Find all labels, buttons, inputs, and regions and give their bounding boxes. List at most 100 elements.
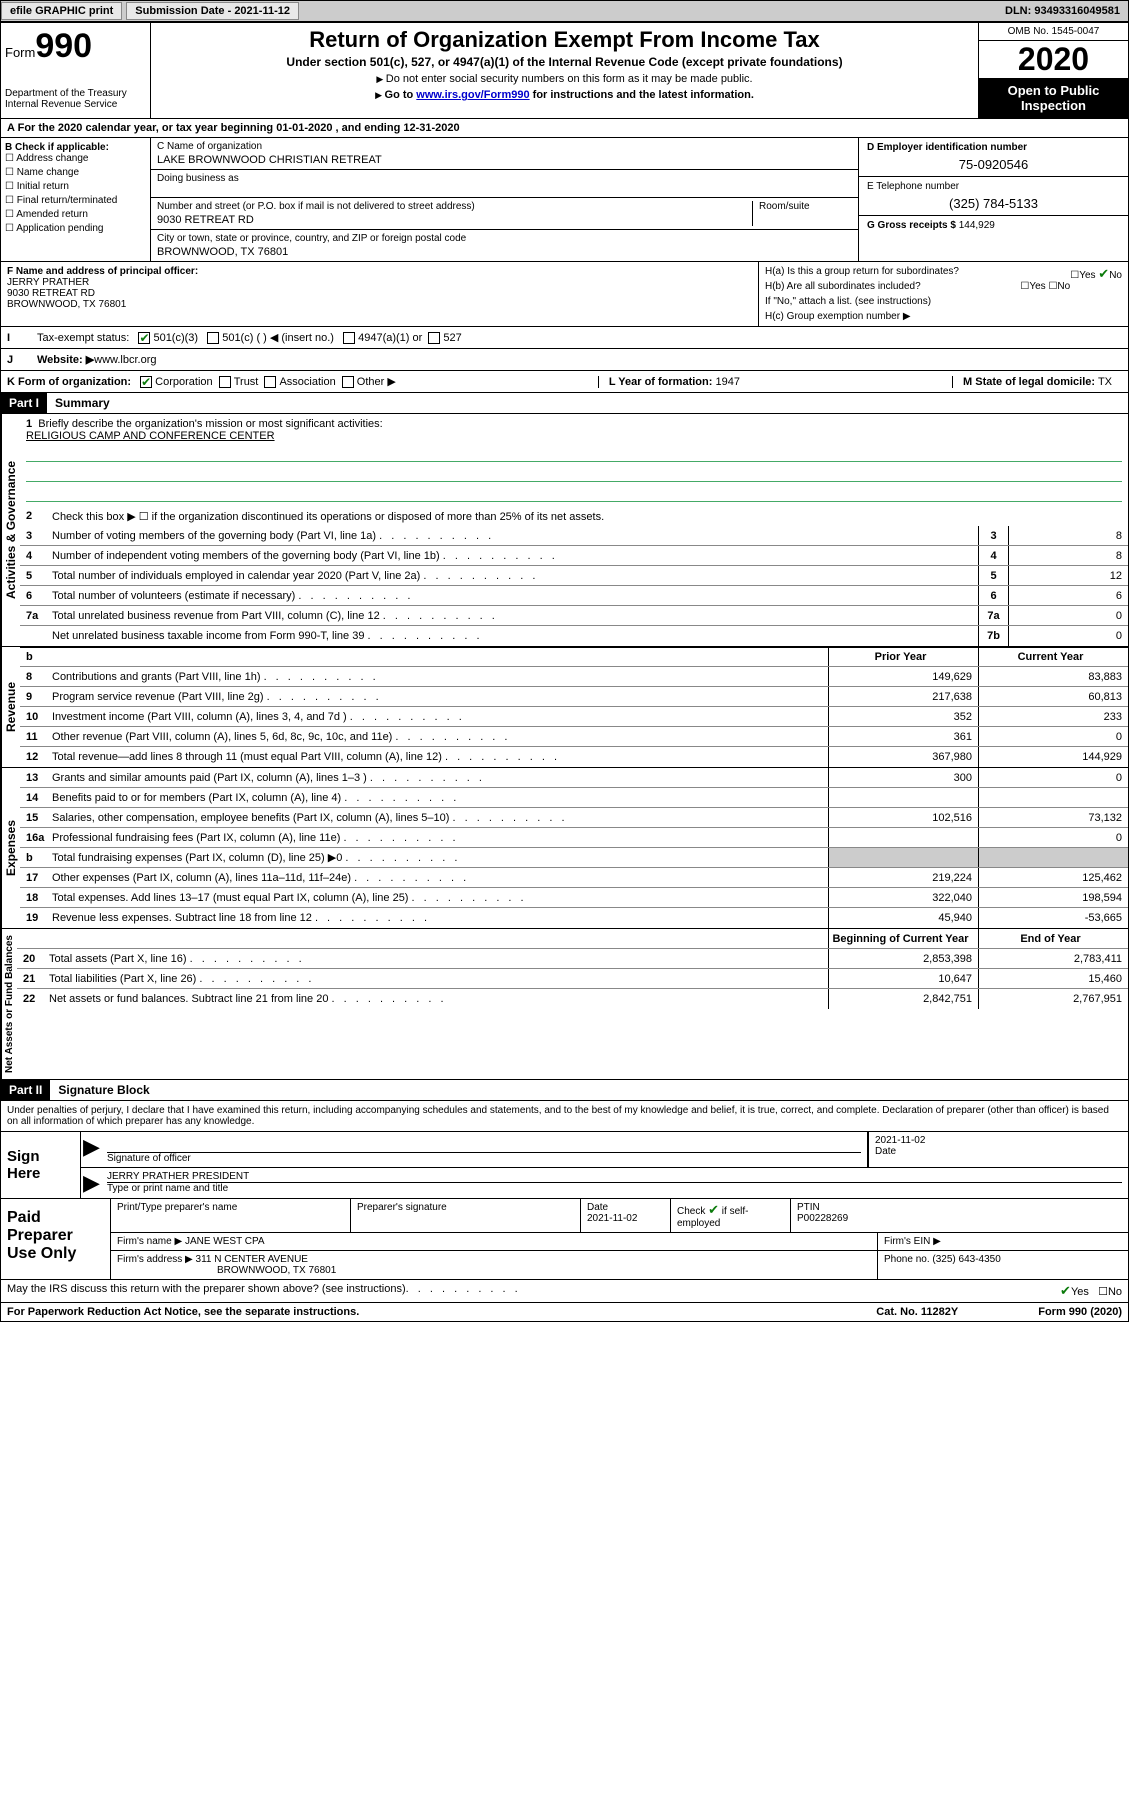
chk-501c3[interactable] xyxy=(138,332,150,344)
org-name: LAKE BROWNWOOD CHRISTIAN RETREAT xyxy=(157,152,852,166)
year-formation: L Year of formation: 1947 xyxy=(598,376,750,388)
phone-label: E Telephone number xyxy=(867,181,959,192)
officer-print-name: JERRY PRATHER PRESIDENT xyxy=(107,1171,1122,1183)
ssn-warning: Do not enter social security numbers on … xyxy=(155,73,974,85)
financial-row: 18Total expenses. Add lines 13–17 (must … xyxy=(20,888,1128,908)
footer: For Paperwork Reduction Act Notice, see … xyxy=(0,1303,1129,1322)
h-c-row: H(c) Group exemption number ▶ xyxy=(765,311,1122,322)
part1-badge: Part I xyxy=(1,393,47,413)
vtab-expenses: Expenses xyxy=(1,768,20,928)
prep-name-label: Print/Type preparer's name xyxy=(117,1202,237,1213)
ptin-label: PTIN xyxy=(797,1202,820,1213)
chk-corporation[interactable] xyxy=(140,376,152,388)
box-b-label: B Check if applicable: xyxy=(5,142,109,153)
form-header: Form990 Department of the Treasury Inter… xyxy=(0,22,1129,119)
chk-other[interactable] xyxy=(342,376,354,388)
ptin-value: P00228269 xyxy=(797,1213,848,1224)
phone-value: (325) 784-5133 xyxy=(867,192,1120,211)
chk-address-change[interactable]: ☐ Address change xyxy=(5,153,146,164)
chk-4947[interactable] xyxy=(343,332,355,344)
h-a-row: H(a) Is this a group return for subordin… xyxy=(765,266,1122,277)
tax-year-line: A For the 2020 calendar year, or tax yea… xyxy=(0,119,1129,138)
chk-trust[interactable] xyxy=(219,376,231,388)
discuss-row: May the IRS discuss this return with the… xyxy=(0,1280,1129,1303)
room-label: Room/suite xyxy=(759,201,810,212)
firm-name-label: Firm's name ▶ xyxy=(117,1236,182,1247)
open-inspection-label: Open to Public Inspection xyxy=(979,78,1128,118)
mission-label: Briefly describe the organization's miss… xyxy=(38,418,382,430)
signature-label: Signature of officer xyxy=(107,1153,191,1164)
dln-label: DLN: 93493316049581 xyxy=(1005,5,1128,17)
chk-name-change[interactable]: ☐ Name change xyxy=(5,167,146,178)
state-domicile: M State of legal domicile: TX xyxy=(952,376,1122,388)
firm-addr-label: Firm's address ▶ xyxy=(117,1254,193,1265)
efile-print-button[interactable]: efile GRAPHIC print xyxy=(1,2,122,20)
vtab-activities: Activities & Governance xyxy=(1,414,20,646)
firm-phone-label: Phone no. xyxy=(884,1254,930,1265)
firm-addr1: 311 N CENTER AVENUE xyxy=(196,1254,308,1265)
activities-governance-section: Activities & Governance 1 Briefly descri… xyxy=(0,414,1129,647)
chk-initial-return[interactable]: ☐ Initial return xyxy=(5,181,146,192)
paid-preparer-label: Paid Preparer Use Only xyxy=(1,1199,111,1279)
sign-here-section: Sign Here ▶ Signature of officer 2021-11… xyxy=(0,1132,1129,1199)
part2-title: Signature Block xyxy=(50,1080,157,1100)
cat-number: Cat. No. 11282Y xyxy=(876,1306,958,1318)
gross-receipts-label: G Gross receipts $ xyxy=(867,220,956,231)
net-assets-section: Net Assets or Fund Balances Beginning of… xyxy=(0,929,1129,1080)
gross-receipts-value: 144,929 xyxy=(959,220,995,231)
financial-row: 9Program service revenue (Part VIII, lin… xyxy=(20,687,1128,707)
firm-addr2: BROWNWOOD, TX 76801 xyxy=(217,1265,336,1276)
topbar: efile GRAPHIC print Submission Date - 20… xyxy=(0,0,1129,22)
financial-row: 15Salaries, other compensation, employee… xyxy=(20,808,1128,828)
expenses-section: Expenses 13Grants and similar amounts pa… xyxy=(0,768,1129,929)
entity-section: B Check if applicable: ☐ Address change … xyxy=(0,138,1129,262)
form-ref: Form 990 (2020) xyxy=(1038,1306,1122,1318)
city-label: City or town, state or province, country… xyxy=(157,233,466,244)
financial-row: 16aProfessional fundraising fees (Part I… xyxy=(20,828,1128,848)
sign-date: 2021-11-02 xyxy=(875,1135,1122,1146)
hdr-end: End of Year xyxy=(978,929,1128,948)
sign-arrow-icon-2: ▶ xyxy=(81,1168,101,1198)
chk-501c[interactable] xyxy=(207,332,219,344)
ein-value: 75-0920546 xyxy=(867,153,1120,172)
submission-date-button[interactable]: Submission Date - 2021-11-12 xyxy=(126,2,299,20)
hdr-prior-year: Prior Year xyxy=(828,648,978,666)
prep-sig-label: Preparer's signature xyxy=(357,1202,447,1213)
city-state-zip: BROWNWOOD, TX 76801 xyxy=(157,244,852,258)
h-b-row: H(b) Are all subordinates included? ☐Yes… xyxy=(765,281,1122,292)
discuss-yes-check[interactable] xyxy=(1060,1286,1071,1298)
department-label: Department of the Treasury Internal Reve… xyxy=(5,88,146,110)
omb-number: OMB No. 1545-0047 xyxy=(979,23,1128,41)
form-org-row: K Form of organization: Corporation Trus… xyxy=(0,371,1129,393)
self-employed-check[interactable]: Check if self-employed xyxy=(677,1206,748,1229)
part2-badge: Part II xyxy=(1,1080,50,1100)
chk-527[interactable] xyxy=(428,332,440,344)
h-note: If "No," attach a list. (see instruction… xyxy=(765,296,1122,307)
hdr-current-year: Current Year xyxy=(978,648,1128,666)
firm-phone: (325) 643-4350 xyxy=(932,1254,1000,1265)
sign-date-label: Date xyxy=(875,1146,896,1157)
paperwork-notice: For Paperwork Reduction Act Notice, see … xyxy=(7,1306,359,1318)
chk-final-return[interactable]: ☐ Final return/terminated xyxy=(5,195,146,206)
officer-label: F Name and address of principal officer: xyxy=(7,266,198,277)
officer-group-row: F Name and address of principal officer:… xyxy=(0,262,1129,327)
chk-application-pending[interactable]: ☐ Application pending xyxy=(5,223,146,234)
sign-here-label: Sign Here xyxy=(1,1132,81,1198)
financial-row: bTotal fundraising expenses (Part IX, co… xyxy=(20,848,1128,868)
financial-row: 10Investment income (Part VIII, column (… xyxy=(20,707,1128,727)
dba-label: Doing business as xyxy=(157,173,239,184)
summary-row: 3Number of voting members of the governi… xyxy=(20,526,1128,546)
chk-association[interactable] xyxy=(264,376,276,388)
financial-row: 8Contributions and grants (Part VIII, li… xyxy=(20,667,1128,687)
street-label: Number and street (or P.O. box if mail i… xyxy=(157,201,475,212)
website-value: www.lbcr.org xyxy=(94,354,156,366)
part1-title: Summary xyxy=(47,393,118,413)
vtab-net-assets: Net Assets or Fund Balances xyxy=(1,929,17,1079)
chk-amended-return[interactable]: ☐ Amended return xyxy=(5,209,146,220)
irs-link[interactable]: www.irs.gov/Form990 xyxy=(416,89,529,101)
perjury-statement: Under penalties of perjury, I declare th… xyxy=(0,1101,1129,1132)
summary-row: Net unrelated business taxable income fr… xyxy=(20,626,1128,646)
prep-date-value: 2021-11-02 xyxy=(587,1213,637,1224)
financial-row: 19Revenue less expenses. Subtract line 1… xyxy=(20,908,1128,928)
website-row: J Website: ▶ www.lbcr.org xyxy=(0,349,1129,371)
